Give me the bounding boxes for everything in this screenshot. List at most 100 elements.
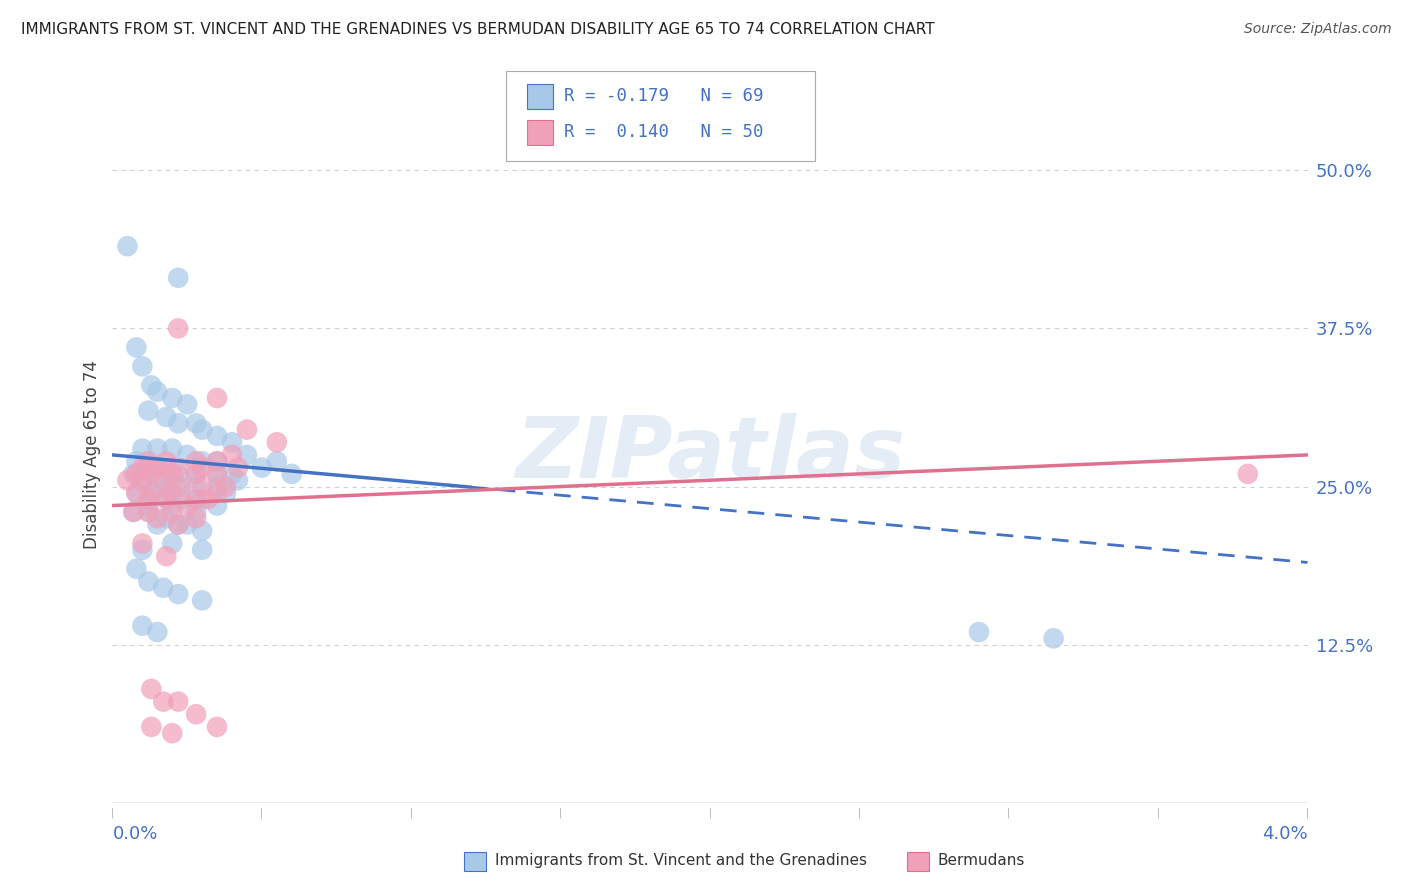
Point bbox=[205, 391, 228, 405]
Point bbox=[138, 454, 160, 468]
Point bbox=[281, 467, 304, 481]
Point bbox=[152, 695, 174, 709]
Point bbox=[266, 454, 288, 468]
Point bbox=[117, 239, 139, 253]
Point bbox=[117, 473, 139, 487]
Point bbox=[162, 467, 183, 481]
Text: |: | bbox=[1157, 807, 1160, 818]
Point bbox=[167, 460, 190, 475]
Point bbox=[186, 454, 208, 468]
Point bbox=[250, 460, 273, 475]
Point bbox=[131, 460, 153, 475]
Point bbox=[125, 467, 148, 481]
Point bbox=[155, 409, 177, 424]
Point bbox=[131, 536, 153, 550]
Point bbox=[146, 442, 169, 456]
Point bbox=[236, 423, 259, 437]
Point bbox=[162, 505, 183, 519]
Text: IMMIGRANTS FROM ST. VINCENT AND THE GRENADINES VS BERMUDAN DISABILITY AGE 65 TO : IMMIGRANTS FROM ST. VINCENT AND THE GREN… bbox=[21, 22, 935, 37]
Point bbox=[138, 499, 160, 513]
Point bbox=[205, 429, 228, 443]
Point bbox=[186, 417, 208, 431]
Point bbox=[167, 695, 190, 709]
Point bbox=[131, 359, 153, 374]
Point bbox=[141, 467, 163, 481]
Point bbox=[146, 384, 169, 399]
Text: |: | bbox=[409, 807, 413, 818]
Text: |: | bbox=[858, 807, 860, 818]
Point bbox=[167, 417, 190, 431]
Point bbox=[221, 467, 243, 481]
Point bbox=[191, 542, 214, 557]
Point bbox=[146, 511, 169, 525]
Point bbox=[125, 454, 148, 468]
Text: |: | bbox=[1007, 807, 1011, 818]
Point bbox=[138, 403, 160, 417]
Text: |: | bbox=[1306, 807, 1309, 818]
Point bbox=[131, 618, 153, 632]
Point bbox=[167, 321, 190, 335]
Text: |: | bbox=[260, 807, 263, 818]
Point bbox=[167, 517, 190, 532]
Point bbox=[152, 460, 174, 475]
Point bbox=[176, 517, 198, 532]
Point bbox=[967, 625, 990, 640]
Text: |: | bbox=[560, 807, 562, 818]
Point bbox=[170, 492, 193, 507]
Point bbox=[205, 479, 228, 493]
Point bbox=[131, 473, 153, 487]
Point bbox=[138, 505, 160, 519]
Text: R =  0.140   N = 50: R = 0.140 N = 50 bbox=[564, 123, 763, 141]
Text: Immigrants from St. Vincent and the Grenadines: Immigrants from St. Vincent and the Gren… bbox=[495, 854, 868, 868]
Point bbox=[131, 542, 153, 557]
Point bbox=[221, 435, 243, 450]
Point bbox=[176, 499, 198, 513]
Point bbox=[152, 473, 174, 487]
Point bbox=[155, 492, 177, 507]
Point bbox=[162, 442, 183, 456]
Point bbox=[138, 505, 160, 519]
Point bbox=[266, 435, 288, 450]
Point bbox=[205, 454, 228, 468]
Point bbox=[236, 448, 259, 462]
Point bbox=[205, 486, 228, 500]
Point bbox=[226, 473, 249, 487]
Point bbox=[138, 574, 160, 589]
Text: 4.0%: 4.0% bbox=[1263, 825, 1308, 843]
Point bbox=[162, 391, 183, 405]
Point bbox=[221, 448, 243, 462]
Point bbox=[122, 505, 145, 519]
Point bbox=[191, 593, 214, 607]
Point bbox=[122, 505, 145, 519]
Point bbox=[176, 397, 198, 411]
Y-axis label: Disability Age 65 to 74: Disability Age 65 to 74 bbox=[83, 360, 101, 549]
Point bbox=[138, 492, 160, 507]
Text: 0.0%: 0.0% bbox=[112, 825, 157, 843]
Point bbox=[152, 581, 174, 595]
Point bbox=[125, 486, 148, 500]
Point bbox=[170, 479, 193, 493]
Point bbox=[191, 460, 214, 475]
Point bbox=[146, 460, 169, 475]
Point bbox=[131, 442, 153, 456]
Point bbox=[141, 486, 163, 500]
Point bbox=[141, 720, 163, 734]
Point bbox=[141, 486, 163, 500]
Point bbox=[1237, 467, 1260, 481]
Point bbox=[125, 340, 148, 354]
Point bbox=[215, 486, 238, 500]
Point bbox=[167, 479, 190, 493]
Point bbox=[167, 270, 190, 285]
Point bbox=[191, 454, 214, 468]
Point bbox=[186, 479, 208, 493]
Point bbox=[162, 726, 183, 740]
Point bbox=[125, 486, 148, 500]
Point bbox=[197, 492, 219, 507]
Point bbox=[167, 587, 190, 601]
Point bbox=[131, 473, 153, 487]
Point bbox=[162, 536, 183, 550]
Point bbox=[186, 707, 208, 722]
Point bbox=[167, 467, 190, 481]
Point bbox=[1042, 632, 1064, 646]
Text: Source: ZipAtlas.com: Source: ZipAtlas.com bbox=[1244, 22, 1392, 37]
